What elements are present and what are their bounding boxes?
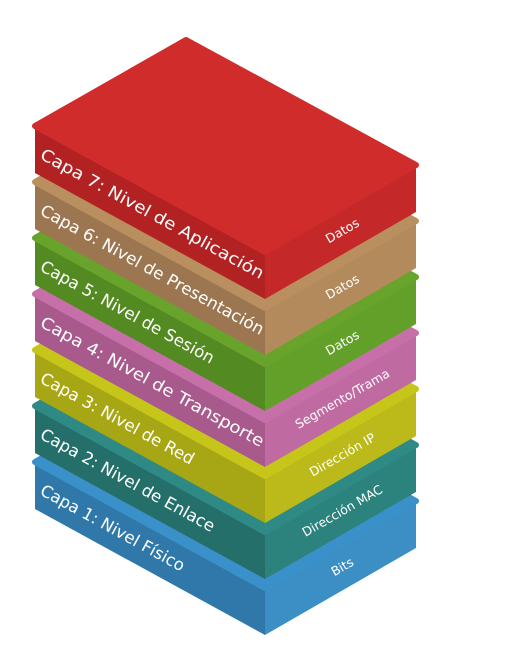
layer-1-right-face [265, 501, 416, 635]
layer-3-left-face [35, 350, 265, 523]
layer-3-right-face [265, 389, 416, 523]
layer-7-top-face [32, 37, 419, 255]
layer-5-left-face [35, 238, 265, 411]
layer-7-right-face [265, 165, 416, 299]
layer-6-left-face [35, 182, 265, 355]
layer-6-right-face [265, 221, 416, 355]
layer-4-left-face [35, 294, 265, 467]
layer-5-right-face [265, 277, 416, 411]
layer-7-left-face [35, 126, 265, 299]
layer-1-left-face [35, 462, 265, 635]
layer-4-right-face [265, 333, 416, 467]
layer-2-right-face [265, 445, 416, 579]
layer-2-left-face [35, 406, 265, 579]
